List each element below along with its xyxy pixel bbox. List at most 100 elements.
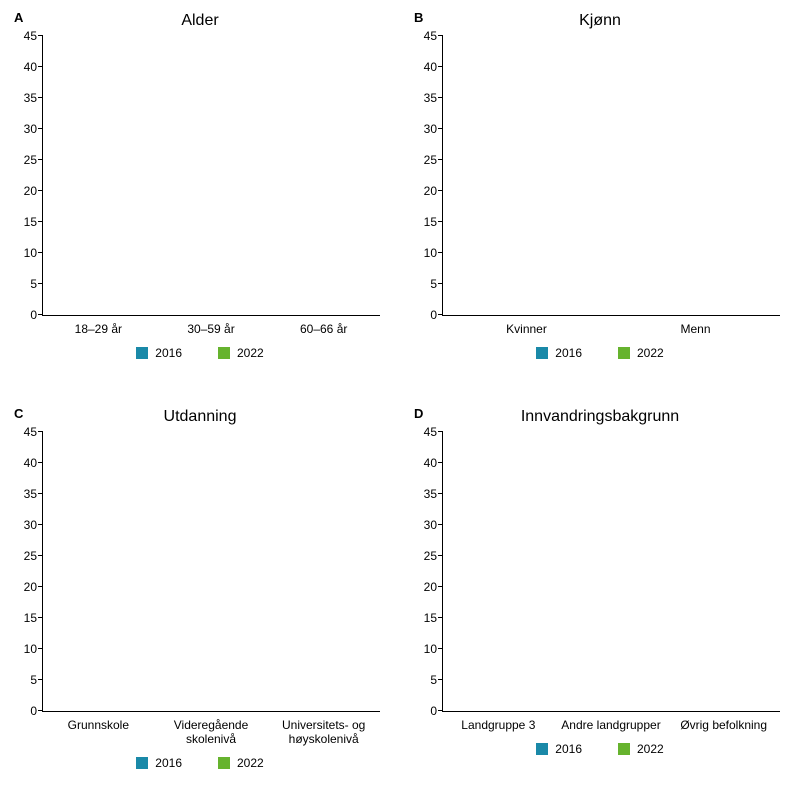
legend-item-2016: 2016 xyxy=(536,346,582,360)
chart-area: 051015202530354045 xyxy=(442,36,780,316)
legend-swatch xyxy=(536,347,548,359)
chart-grid: AAlder05101520253035404518–29 år30–59 år… xyxy=(0,0,800,791)
y-axis-label: 15 xyxy=(424,215,443,229)
y-axis-label: 30 xyxy=(424,518,443,532)
legend-item-2016: 2016 xyxy=(136,756,182,770)
y-axis-label: 5 xyxy=(30,673,43,687)
legend: 2016 2022 xyxy=(12,346,388,360)
y-axis-label: 45 xyxy=(424,425,443,439)
y-axis-label: 25 xyxy=(424,153,443,167)
legend-item-2016: 2016 xyxy=(536,742,582,756)
y-axis-label: 40 xyxy=(24,60,43,74)
plot-area: 051015202530354045 xyxy=(42,36,380,316)
plot-area: 051015202530354045 xyxy=(442,36,780,316)
y-axis-label: 20 xyxy=(24,184,43,198)
y-axis-label: 25 xyxy=(424,549,443,563)
panel-letter: B xyxy=(414,10,423,25)
y-axis-label: 15 xyxy=(424,611,443,625)
panel-d: DInnvandringsbakgrunn051015202530354045L… xyxy=(400,396,800,791)
x-axis-label: Universitets- og høyskolenivå xyxy=(267,718,380,747)
bar-groups xyxy=(443,36,780,315)
x-axis-label: Landgruppe 3 xyxy=(442,718,555,732)
legend-label: 2016 xyxy=(155,346,182,360)
y-axis-label: 45 xyxy=(24,29,43,43)
y-axis-label: 10 xyxy=(424,642,443,656)
legend-label: 2022 xyxy=(637,742,664,756)
panel-letter: D xyxy=(414,406,423,421)
y-axis-label: 15 xyxy=(24,611,43,625)
legend-swatch xyxy=(218,347,230,359)
y-axis-label: 20 xyxy=(424,580,443,594)
y-axis-label: 30 xyxy=(424,122,443,136)
legend-label: 2016 xyxy=(155,756,182,770)
y-axis-label: 45 xyxy=(424,29,443,43)
legend-label: 2022 xyxy=(637,346,664,360)
y-axis-label: 20 xyxy=(424,184,443,198)
x-axis-label: Grunnskole xyxy=(42,718,155,747)
y-axis-label: 0 xyxy=(30,704,43,718)
y-axis-label: 35 xyxy=(24,487,43,501)
x-axis-label: 30–59 år xyxy=(155,322,268,336)
y-axis-label: 0 xyxy=(430,308,443,322)
x-axis-labels: 18–29 år30–59 år60–66 år xyxy=(42,322,380,336)
y-axis-label: 30 xyxy=(24,122,43,136)
x-axis-label: 18–29 år xyxy=(42,322,155,336)
y-axis-label: 40 xyxy=(24,456,43,470)
legend-swatch xyxy=(136,347,148,359)
x-axis-labels: GrunnskoleVideregående skolenivåUniversi… xyxy=(42,718,380,747)
x-axis-label: Videregående skolenivå xyxy=(155,718,268,747)
legend-swatch xyxy=(218,757,230,769)
panel-title: Utdanning xyxy=(12,408,388,426)
y-axis-label: 40 xyxy=(424,60,443,74)
x-axis-label: 60–66 år xyxy=(267,322,380,336)
plot-area: 051015202530354045 xyxy=(442,432,780,712)
chart-area: 051015202530354045 xyxy=(442,432,780,712)
y-axis-label: 10 xyxy=(424,246,443,260)
bar-groups xyxy=(43,432,380,711)
legend-swatch xyxy=(536,743,548,755)
legend-label: 2016 xyxy=(555,742,582,756)
panel-a: AAlder 051015202530354045 18–29 år30–59 år… xyxy=(0,0,400,396)
legend-label: 2022 xyxy=(237,346,264,360)
y-axis-label: 15 xyxy=(24,215,43,229)
panel-b: BKjønn051015202530354045KvinnerMenn20162… xyxy=(400,0,800,396)
y-axis-label: 20 xyxy=(24,580,43,594)
y-axis-label: 25 xyxy=(24,153,43,167)
chart-area: 051015202530354045 xyxy=(42,36,380,316)
legend-item-2022: 2022 xyxy=(618,742,664,756)
legend-swatch xyxy=(136,757,148,769)
y-axis-label: 35 xyxy=(424,487,443,501)
y-axis-label: 45 xyxy=(24,425,43,439)
y-axis-label: 40 xyxy=(424,456,443,470)
panel-letter: C xyxy=(14,406,23,421)
x-axis-label: Menn xyxy=(611,322,780,336)
bar-groups xyxy=(443,432,780,711)
y-axis-label: 5 xyxy=(30,277,43,291)
x-axis-label: Andre landgrupper xyxy=(555,718,668,732)
legend-item-2022: 2022 xyxy=(618,346,664,360)
legend-item-2022: 2022 xyxy=(218,346,264,360)
y-axis-label: 25 xyxy=(24,549,43,563)
y-axis-label: 5 xyxy=(430,673,443,687)
x-axis-label: Øvrig befolkning xyxy=(667,718,780,732)
bar-groups xyxy=(43,36,380,315)
y-axis-label: 35 xyxy=(424,91,443,105)
panel-title: Kjønn xyxy=(412,12,788,30)
legend-label: 2022 xyxy=(237,756,264,770)
legend-label: 2016 xyxy=(555,346,582,360)
legend-item-2016: 2016 xyxy=(136,346,182,360)
legend-swatch xyxy=(618,743,630,755)
legend: 2016 2022 xyxy=(412,346,788,360)
y-axis-label: 0 xyxy=(30,308,43,322)
plot-area: 051015202530354045 xyxy=(42,432,380,712)
panel-letter: A xyxy=(14,10,23,25)
x-axis-label: Kvinner xyxy=(442,322,611,336)
y-axis-label: 10 xyxy=(24,246,43,260)
y-axis-label: 5 xyxy=(430,277,443,291)
x-axis-labels: KvinnerMenn xyxy=(442,322,780,336)
legend: 2016 2022 xyxy=(412,742,788,756)
legend-item-2022: 2022 xyxy=(218,756,264,770)
x-axis-labels: Landgruppe 3Andre landgrupperØvrig befol… xyxy=(442,718,780,732)
panel-title: Alder xyxy=(12,12,388,30)
panel-c: CUtdanning 051015202530354045 GrunnskoleVi… xyxy=(0,396,400,791)
